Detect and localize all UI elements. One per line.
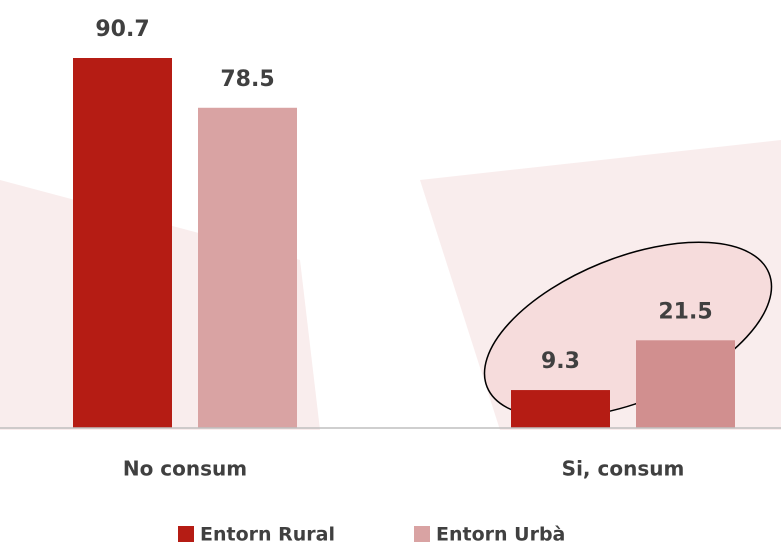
bar	[198, 107, 297, 429]
legend-swatch	[178, 526, 194, 542]
legend-label: Entorn Rural	[200, 524, 335, 546]
value-label: 9.3	[541, 349, 580, 374]
value-label: 21.5	[658, 299, 712, 324]
value-label: 90.7	[95, 17, 149, 42]
category-label: No consum	[123, 457, 247, 481]
legend-swatch	[414, 526, 430, 542]
bar	[511, 390, 610, 428]
value-label: 78.5	[220, 67, 274, 92]
category-label: Si, consum	[562, 457, 685, 481]
bar	[73, 58, 172, 428]
legend-label: Entorn Urbà	[436, 524, 565, 546]
bar	[636, 340, 735, 428]
